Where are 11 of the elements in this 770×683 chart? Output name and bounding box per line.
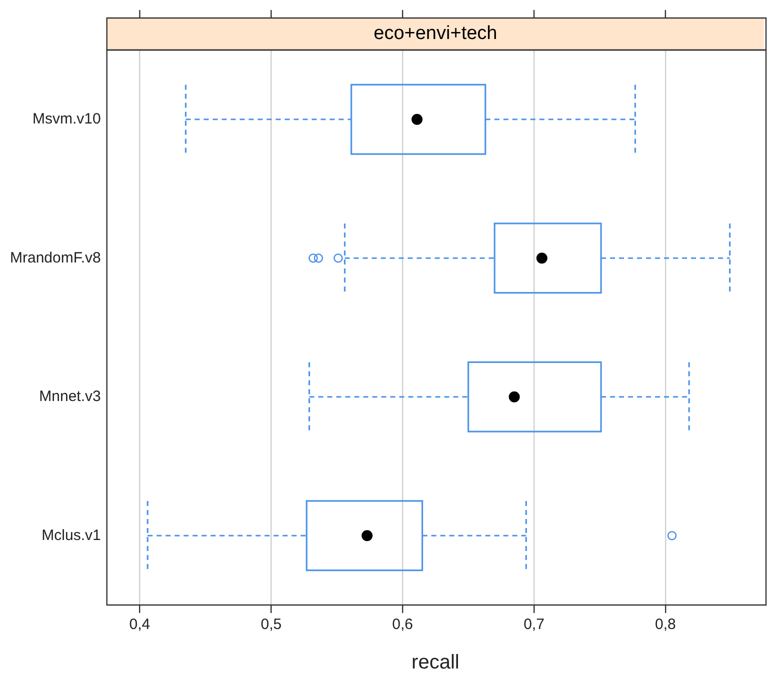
chart-title: eco+envi+tech <box>374 23 498 44</box>
y-tick-label: Msvm.v10 <box>32 110 101 128</box>
x-tick-label: 0,5 <box>260 616 282 634</box>
y-tick-label: Mnnet.v3 <box>39 388 101 406</box>
y-tick-label: Mclus.v1 <box>42 526 101 544</box>
x-tick-label: 0,8 <box>655 616 676 634</box>
x-axis-title: recall <box>412 652 460 674</box>
x-tick-label: 0,7 <box>524 616 544 634</box>
x-tick-label: 0,4 <box>129 616 150 634</box>
x-tick-label: 0,6 <box>392 616 414 634</box>
y-tick-label: MrandomF.v8 <box>10 249 101 266</box>
